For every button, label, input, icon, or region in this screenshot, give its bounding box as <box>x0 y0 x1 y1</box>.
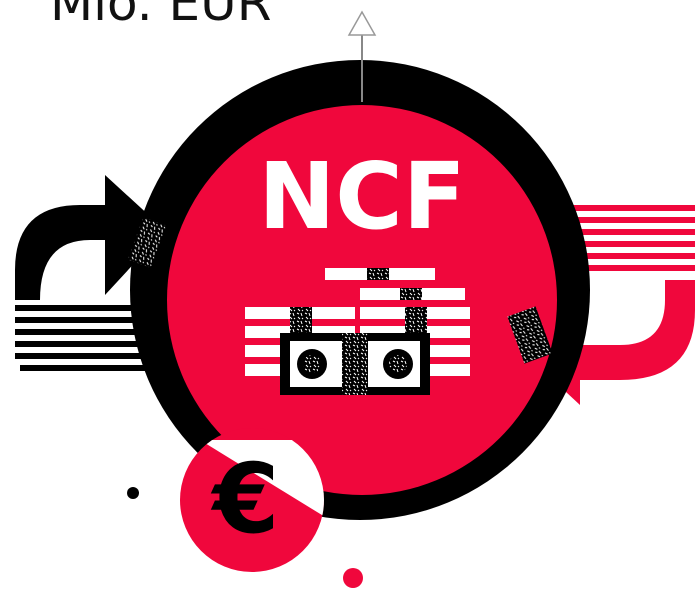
center-label: NCF <box>258 143 465 250</box>
texture <box>507 306 553 364</box>
dot <box>343 568 363 588</box>
top-arrow <box>347 10 377 102</box>
texture <box>127 217 167 269</box>
texture <box>367 268 389 280</box>
texture <box>400 288 422 300</box>
texture <box>290 307 312 338</box>
euro-coin <box>180 428 324 572</box>
unit-label: Mio. EUR <box>50 0 271 32</box>
texture <box>405 307 427 338</box>
banknote <box>280 333 430 395</box>
currency-symbol: € <box>211 443 280 555</box>
left-arrow <box>15 175 165 371</box>
dot <box>127 487 139 499</box>
